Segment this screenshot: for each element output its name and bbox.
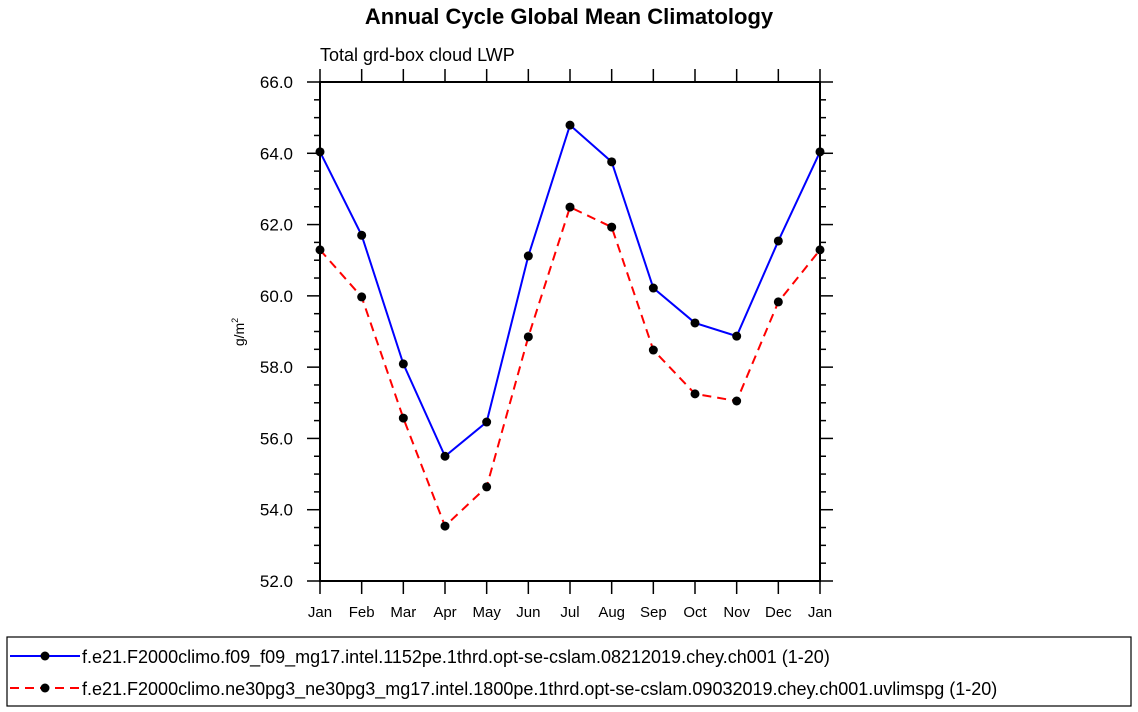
data-point xyxy=(440,451,450,461)
data-point xyxy=(357,230,367,240)
x-tick-label: Jun xyxy=(516,604,540,621)
data-point xyxy=(482,482,492,492)
y-tick-label: 54.0 xyxy=(260,501,293,520)
data-point xyxy=(315,147,325,157)
y-tick-label: 66.0 xyxy=(260,73,293,92)
series-line-1 xyxy=(319,123,821,458)
plot-frame xyxy=(319,81,821,582)
y-axis-label: g/m2 xyxy=(230,318,247,346)
x-tick-label: Mar xyxy=(390,604,416,621)
legend-label-1: f.e21.F2000climo.f09_f09_mg17.intel.1152… xyxy=(82,647,830,668)
legend: f.e21.F2000climo.f09_f09_mg17.intel.1152… xyxy=(10,647,997,700)
data-point xyxy=(773,236,783,246)
y-tick-label: 58.0 xyxy=(260,358,293,377)
x-tick-label: Jul xyxy=(560,604,579,621)
data-point xyxy=(732,396,742,406)
legend-box xyxy=(6,636,1132,707)
y-axis-label-superscript: 2 xyxy=(230,318,240,323)
data-point xyxy=(815,147,825,157)
y-tick-label: 64.0 xyxy=(260,144,293,163)
data-point xyxy=(482,417,492,427)
legend-marker xyxy=(40,651,50,661)
data-point xyxy=(398,359,408,369)
x-tick-label: Aug xyxy=(598,604,625,621)
data-point xyxy=(648,345,658,355)
data-point xyxy=(607,222,617,232)
x-tick-label: Feb xyxy=(349,604,375,621)
plot-series xyxy=(315,120,825,531)
data-point xyxy=(773,297,783,307)
data-point xyxy=(607,157,617,167)
data-point xyxy=(315,245,325,255)
axes: 52.0 54.0 56.0 58.0 60.0 62.0 64.0 66.0 Jan Feb Ma… xyxy=(260,69,833,621)
y-tick-label: 56.0 xyxy=(260,429,293,448)
data-point xyxy=(565,202,575,212)
data-point xyxy=(648,283,658,293)
svg-text:g/m2: g/m2 xyxy=(230,318,247,346)
data-point xyxy=(523,251,533,261)
data-point xyxy=(398,413,408,423)
y-tick-label: 62.0 xyxy=(260,216,293,235)
x-tick-label: Nov xyxy=(723,604,750,621)
data-point xyxy=(815,245,825,255)
x-tick-label: Oct xyxy=(683,604,707,621)
x-tick-label: Dec xyxy=(765,604,792,621)
data-point xyxy=(523,332,533,342)
data-point xyxy=(690,318,700,328)
x-tick-label: May xyxy=(472,604,501,621)
data-point xyxy=(732,331,742,341)
legend-label-2: f.e21.F2000climo.ne30pg3_ne30pg3_mg17.in… xyxy=(82,679,997,700)
data-point xyxy=(565,120,575,130)
y-axis-label-text: g/m xyxy=(231,323,247,346)
chart-title: Annual Cycle Global Mean Climatology xyxy=(365,4,774,29)
x-tick-label: Jan xyxy=(308,604,332,621)
series-line-2 xyxy=(319,205,821,528)
y-tick-label: 52.0 xyxy=(260,572,293,591)
x-tick-label: Jan xyxy=(808,604,832,621)
data-point xyxy=(357,292,367,302)
chart-subtitle: Total grd-box cloud LWP xyxy=(320,45,515,65)
legend-marker xyxy=(40,683,50,693)
x-tick-label: Sep xyxy=(640,604,667,621)
data-point xyxy=(440,521,450,531)
y-tick-label: 60.0 xyxy=(260,287,293,306)
x-tick-label: Apr xyxy=(433,604,456,621)
data-point xyxy=(690,389,700,399)
